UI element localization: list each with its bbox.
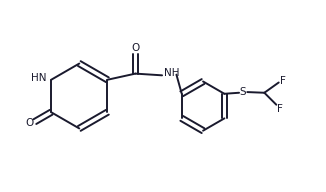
Text: HN: HN <box>32 73 47 83</box>
Text: F: F <box>277 104 283 114</box>
Text: O: O <box>26 118 34 128</box>
Text: O: O <box>131 43 140 53</box>
Text: F: F <box>280 76 286 86</box>
Text: NH: NH <box>164 68 179 78</box>
Text: S: S <box>240 87 246 97</box>
